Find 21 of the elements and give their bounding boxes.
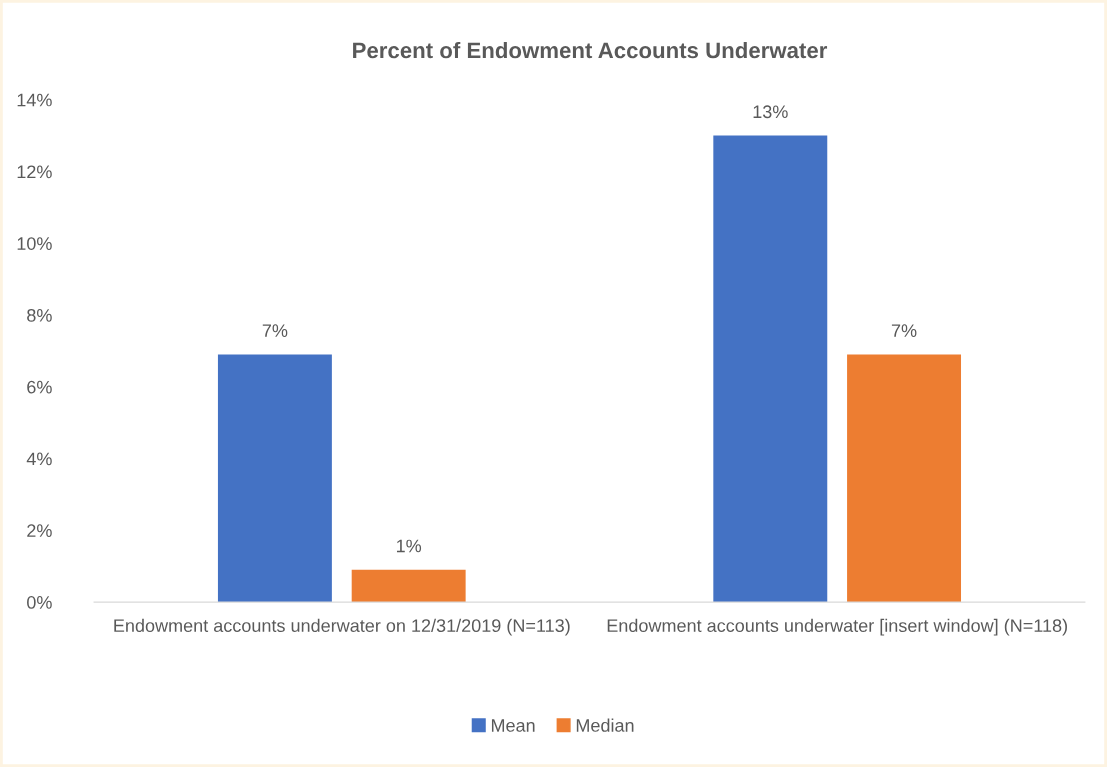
- bar: [217, 354, 332, 603]
- y-tick-label: 0%: [27, 596, 52, 609]
- y-tick-label: 10%: [17, 237, 52, 250]
- bar: [713, 135, 828, 603]
- data-label: 13%: [753, 105, 788, 119]
- x-tick-label: Endowment accounts underwater on 12/31/2019 (N=113): [114, 618, 570, 636]
- y-tick-label: 4%: [26, 452, 52, 466]
- y-tick-label: 8%: [27, 308, 52, 322]
- y-tick-label: 2%: [27, 524, 52, 537]
- y-tick-label: 12%: [17, 165, 52, 179]
- y-tick-label: 14%: [17, 93, 52, 107]
- legend-label: Mean: [491, 719, 535, 732]
- chart-title: Percent of Endowment Accounts Underwater: [353, 41, 828, 59]
- data-label: 7%: [891, 324, 917, 337]
- data-label: 7%: [262, 324, 288, 337]
- data-label: 1%: [396, 539, 422, 553]
- bar: [847, 354, 962, 603]
- bar: [351, 569, 466, 603]
- x-tick-label: Endowment accounts underwater [insert window] (N=118): [607, 618, 1067, 636]
- legend-label: Median: [576, 718, 634, 732]
- y-tick-label: 6%: [27, 380, 52, 394]
